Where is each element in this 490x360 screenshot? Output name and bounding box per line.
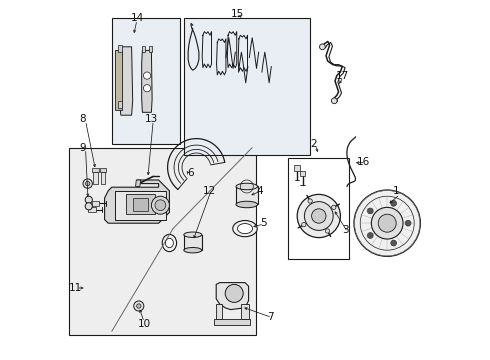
Polygon shape bbox=[300, 171, 305, 176]
Circle shape bbox=[319, 44, 325, 50]
Circle shape bbox=[368, 208, 373, 214]
Polygon shape bbox=[104, 180, 170, 223]
Text: 12: 12 bbox=[202, 186, 216, 196]
Polygon shape bbox=[116, 191, 166, 220]
Polygon shape bbox=[215, 319, 250, 325]
Circle shape bbox=[134, 301, 144, 311]
Text: 9: 9 bbox=[80, 143, 86, 153]
Circle shape bbox=[225, 284, 243, 302]
Circle shape bbox=[151, 196, 170, 214]
Circle shape bbox=[332, 205, 336, 210]
Circle shape bbox=[325, 229, 330, 233]
Text: 3: 3 bbox=[343, 225, 349, 235]
Polygon shape bbox=[216, 283, 248, 310]
Polygon shape bbox=[118, 45, 122, 52]
Polygon shape bbox=[100, 172, 105, 184]
Text: 4: 4 bbox=[256, 186, 263, 196]
Text: 2: 2 bbox=[310, 139, 317, 149]
Polygon shape bbox=[216, 304, 221, 319]
Circle shape bbox=[144, 72, 151, 79]
Text: 14: 14 bbox=[130, 13, 144, 23]
Circle shape bbox=[368, 233, 373, 238]
Polygon shape bbox=[148, 46, 152, 52]
Text: 1: 1 bbox=[393, 186, 399, 196]
Circle shape bbox=[304, 202, 333, 230]
Circle shape bbox=[378, 214, 396, 232]
Polygon shape bbox=[94, 172, 98, 184]
Polygon shape bbox=[136, 180, 141, 186]
Polygon shape bbox=[294, 165, 300, 171]
Circle shape bbox=[331, 98, 337, 104]
Polygon shape bbox=[116, 50, 122, 110]
Polygon shape bbox=[142, 50, 152, 112]
Circle shape bbox=[371, 207, 403, 239]
Text: 13: 13 bbox=[145, 114, 158, 124]
Polygon shape bbox=[133, 198, 148, 211]
Ellipse shape bbox=[166, 238, 173, 248]
Polygon shape bbox=[92, 168, 99, 172]
Circle shape bbox=[85, 196, 92, 203]
Polygon shape bbox=[92, 201, 99, 206]
Text: 6: 6 bbox=[188, 168, 195, 178]
Circle shape bbox=[391, 240, 396, 246]
Text: 7: 7 bbox=[267, 312, 273, 322]
Ellipse shape bbox=[238, 224, 252, 234]
Polygon shape bbox=[142, 46, 145, 52]
Ellipse shape bbox=[236, 201, 258, 208]
Circle shape bbox=[83, 179, 92, 188]
Circle shape bbox=[391, 201, 396, 206]
Text: 17: 17 bbox=[336, 71, 349, 81]
Polygon shape bbox=[120, 47, 133, 115]
Text: 11: 11 bbox=[69, 283, 82, 293]
Circle shape bbox=[86, 181, 90, 186]
Circle shape bbox=[297, 194, 341, 238]
Text: 10: 10 bbox=[138, 319, 151, 329]
Ellipse shape bbox=[184, 248, 202, 253]
Polygon shape bbox=[126, 194, 155, 214]
Polygon shape bbox=[99, 168, 106, 172]
Circle shape bbox=[354, 190, 420, 256]
Circle shape bbox=[137, 304, 141, 308]
Text: 5: 5 bbox=[260, 218, 266, 228]
Circle shape bbox=[308, 199, 312, 203]
Polygon shape bbox=[88, 207, 96, 212]
Bar bbox=[69, 148, 256, 335]
Text: 8: 8 bbox=[80, 114, 86, 124]
Polygon shape bbox=[242, 304, 248, 319]
Text: 16: 16 bbox=[357, 157, 370, 167]
Ellipse shape bbox=[233, 220, 257, 237]
Bar bbox=[112, 18, 180, 144]
Circle shape bbox=[85, 203, 92, 210]
Circle shape bbox=[302, 222, 306, 227]
Ellipse shape bbox=[184, 232, 202, 238]
Polygon shape bbox=[184, 235, 202, 250]
Bar bbox=[184, 18, 310, 155]
Ellipse shape bbox=[162, 234, 176, 252]
Polygon shape bbox=[236, 186, 258, 204]
Bar bbox=[288, 158, 349, 259]
Circle shape bbox=[405, 220, 411, 226]
Circle shape bbox=[155, 200, 166, 211]
Circle shape bbox=[312, 209, 326, 223]
Circle shape bbox=[144, 85, 151, 92]
Text: 15: 15 bbox=[231, 9, 245, 19]
Ellipse shape bbox=[236, 183, 258, 190]
Polygon shape bbox=[118, 101, 122, 108]
